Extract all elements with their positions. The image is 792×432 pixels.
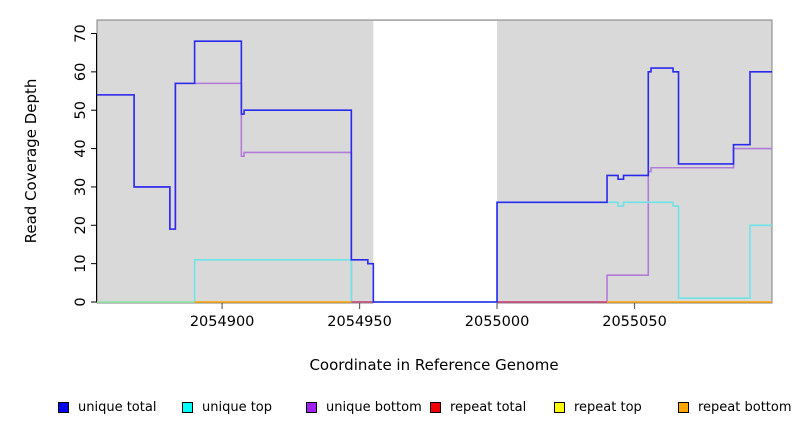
series-line-unique-top: [97, 201, 772, 303]
y-tick-label: 10: [73, 254, 89, 272]
series-line-unique-total: [97, 40, 772, 303]
y-axis-title: Read Coverage Depth: [22, 78, 40, 244]
y-tick-label: 30: [73, 178, 89, 196]
y-tick-label: 20: [73, 216, 89, 234]
coverage-gap-region: [373, 21, 498, 305]
y-tick-label: 60: [73, 63, 89, 81]
x-axis-title: Coordinate in Reference Genome: [309, 356, 559, 374]
y-tick-label: 70: [73, 24, 89, 42]
y-tick-label: 40: [73, 139, 89, 157]
x-tick-label: 2055000: [465, 314, 530, 330]
y-tick-label: 0: [73, 297, 89, 306]
x-tick-label: 2055050: [602, 314, 667, 330]
y-tick-label: 50: [73, 101, 89, 119]
x-tick-label: 2054950: [327, 314, 392, 330]
x-tick-label: 2054900: [190, 314, 255, 330]
